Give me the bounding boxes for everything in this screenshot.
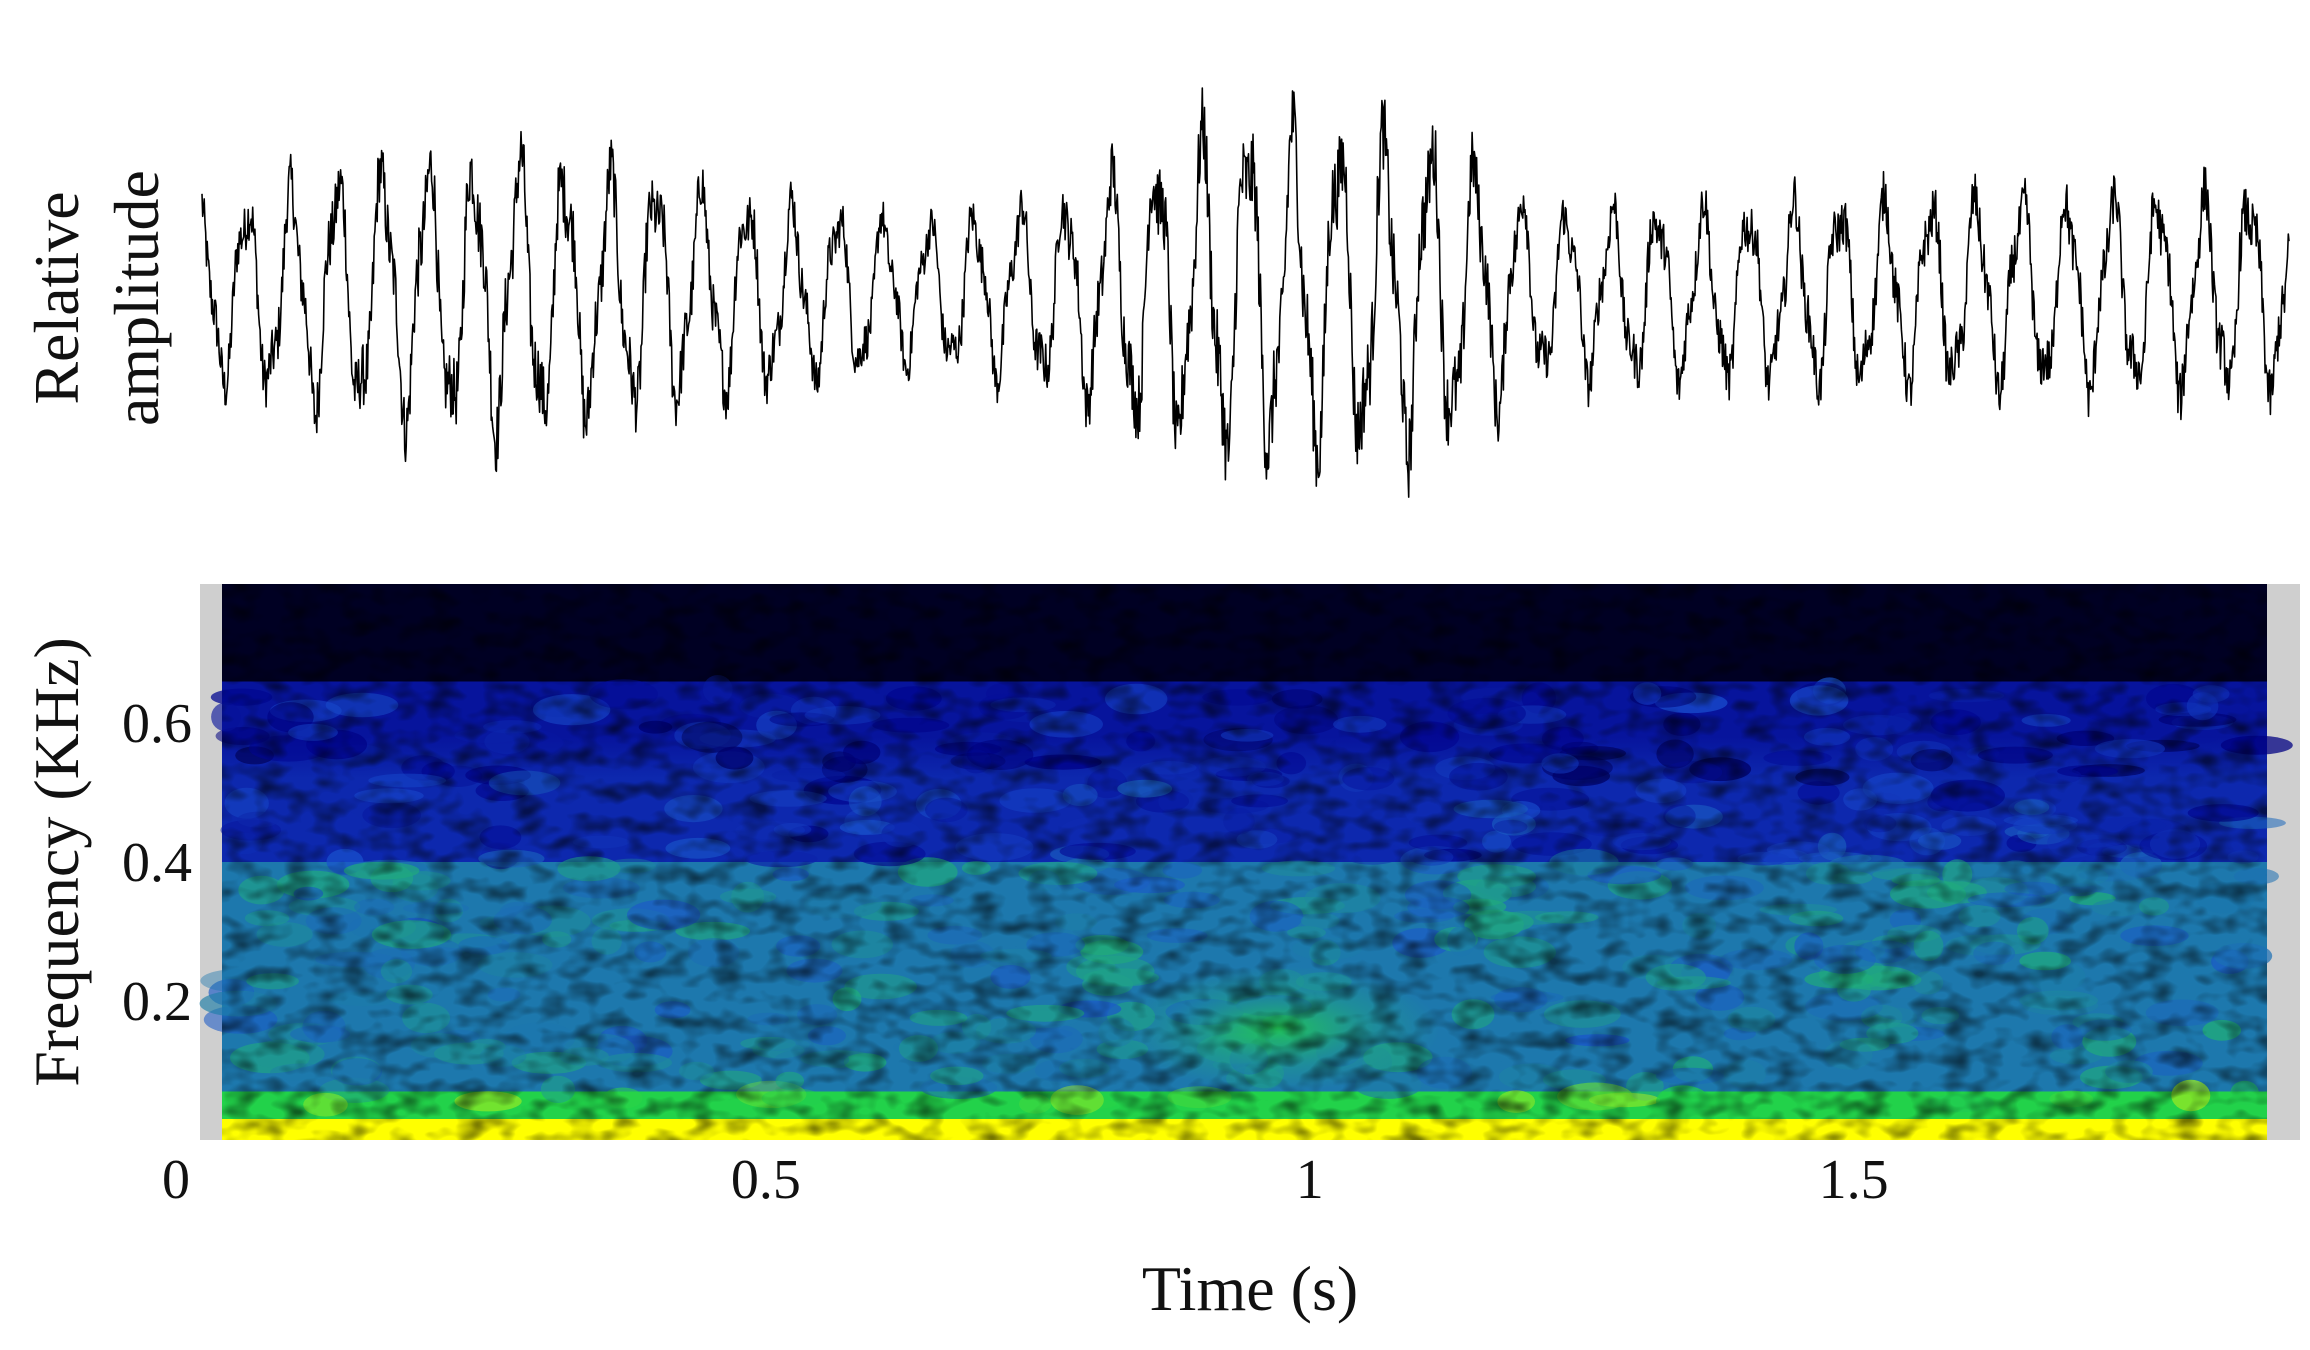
waveform-ylabel-line-2: amplitude <box>101 170 172 426</box>
x-tick-label: 1.5 <box>1819 1149 1889 1211</box>
y-tick-label: 0.6 <box>122 693 192 755</box>
y-tick-label: 0.4 <box>122 832 192 894</box>
waveform-panel: Relative amplitude <box>21 87 2290 498</box>
y-tick-label: 0.2 <box>122 971 192 1033</box>
spectrogram-panel: 0 0.5 1 1.5 0.2 0.4 0.6 Frequency (KHz) Time (… <box>21 584 2300 1324</box>
x-tick-label: 0 <box>162 1149 190 1211</box>
spectrogram-ticks: 0 0.5 1 1.5 0.2 0.4 0.6 <box>122 693 1889 1211</box>
spectrogram-xlabel: Time (s) <box>1142 1253 1358 1324</box>
x-tick-label: 0.5 <box>731 1149 801 1211</box>
waveform-trace <box>201 87 2290 498</box>
spectrogram-ylabel: Frequency (KHz) <box>21 637 92 1087</box>
x-tick-label: 1 <box>1296 1149 1324 1211</box>
waveform-ylabel-line-1: Relative <box>21 191 92 404</box>
spectrogram-speckle <box>222 584 2267 1140</box>
